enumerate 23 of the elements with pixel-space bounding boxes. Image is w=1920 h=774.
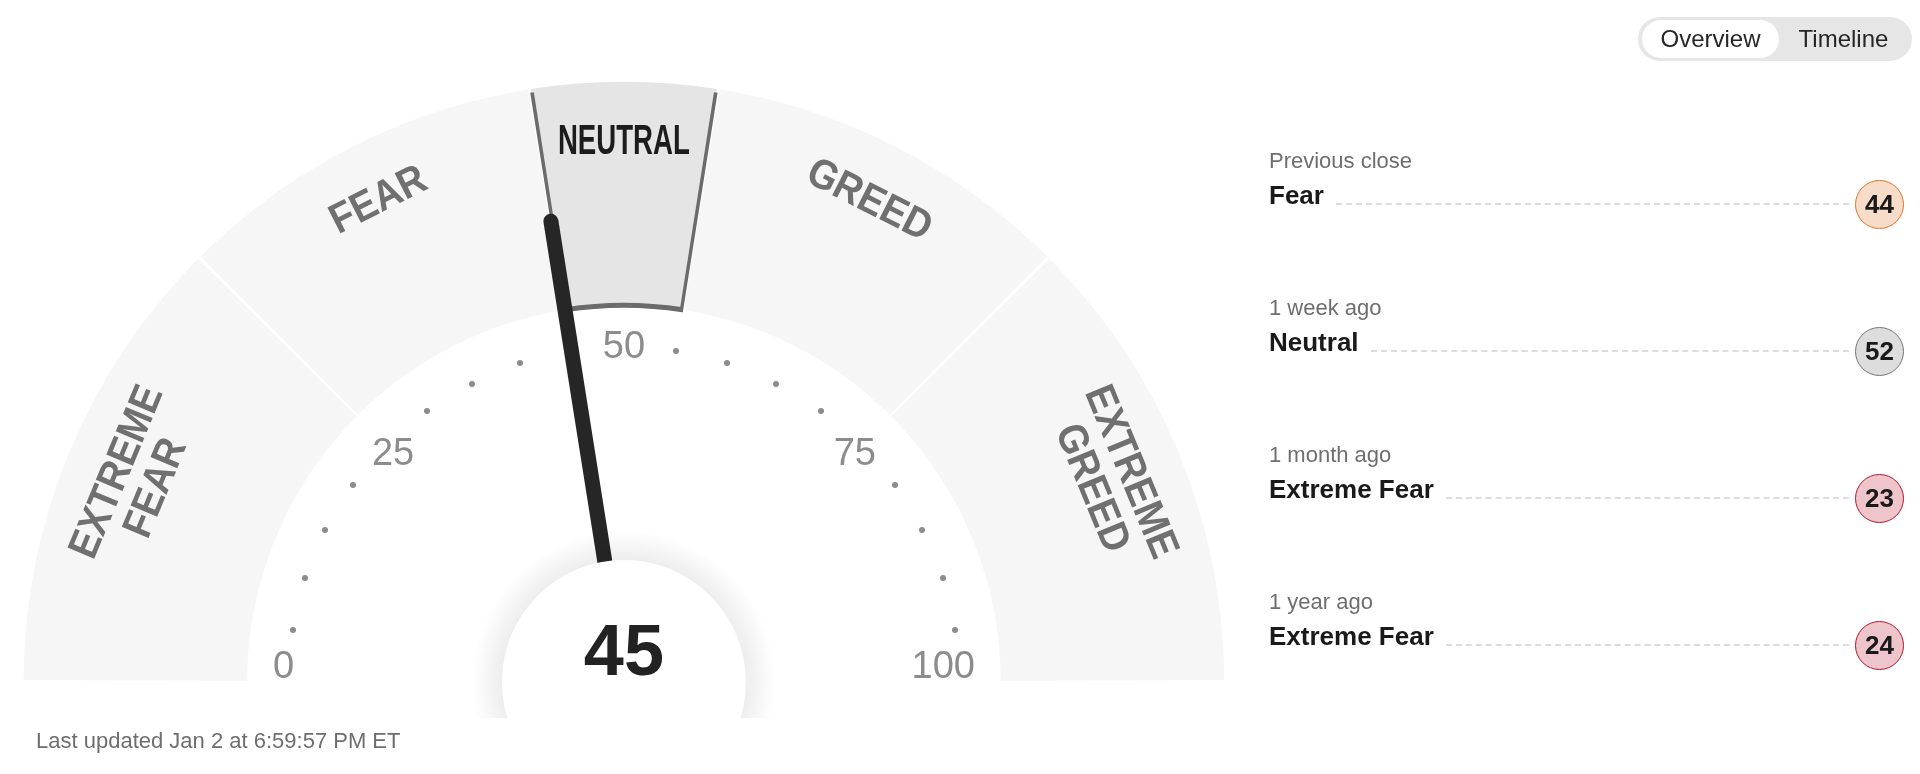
text: 0 [272,644,295,686]
category-label: 1 year ago [1269,589,1373,615]
category-label: 1 week ago [1269,295,1382,321]
text: 50 [602,324,646,366]
text: Fear [1269,180,1324,210]
text: 25 [371,430,415,473]
text: 45 [583,610,664,690]
slice-label: NEUTRAL [557,115,690,164]
score-circle: 24 [1855,620,1904,670]
slice-label: FEAR [321,154,434,243]
text: Extreme Fear [1269,474,1434,504]
text: Overview [1660,25,1761,53]
score-circle: 52 [1855,326,1904,376]
text: Neutral [1269,327,1359,357]
text: Last updated Jan 2 at 6:59:57 PM ET [36,728,401,754]
text: Timeline [1798,25,1889,53]
score-circle: 44 [1855,179,1904,229]
text: 100 [911,644,975,686]
score-circle: 23 [1855,473,1904,523]
text: 75 [833,430,876,473]
category-label: 1 month ago [1269,442,1392,468]
text: Extreme Fear [1269,621,1434,651]
category-label: Previous close [1269,148,1413,174]
